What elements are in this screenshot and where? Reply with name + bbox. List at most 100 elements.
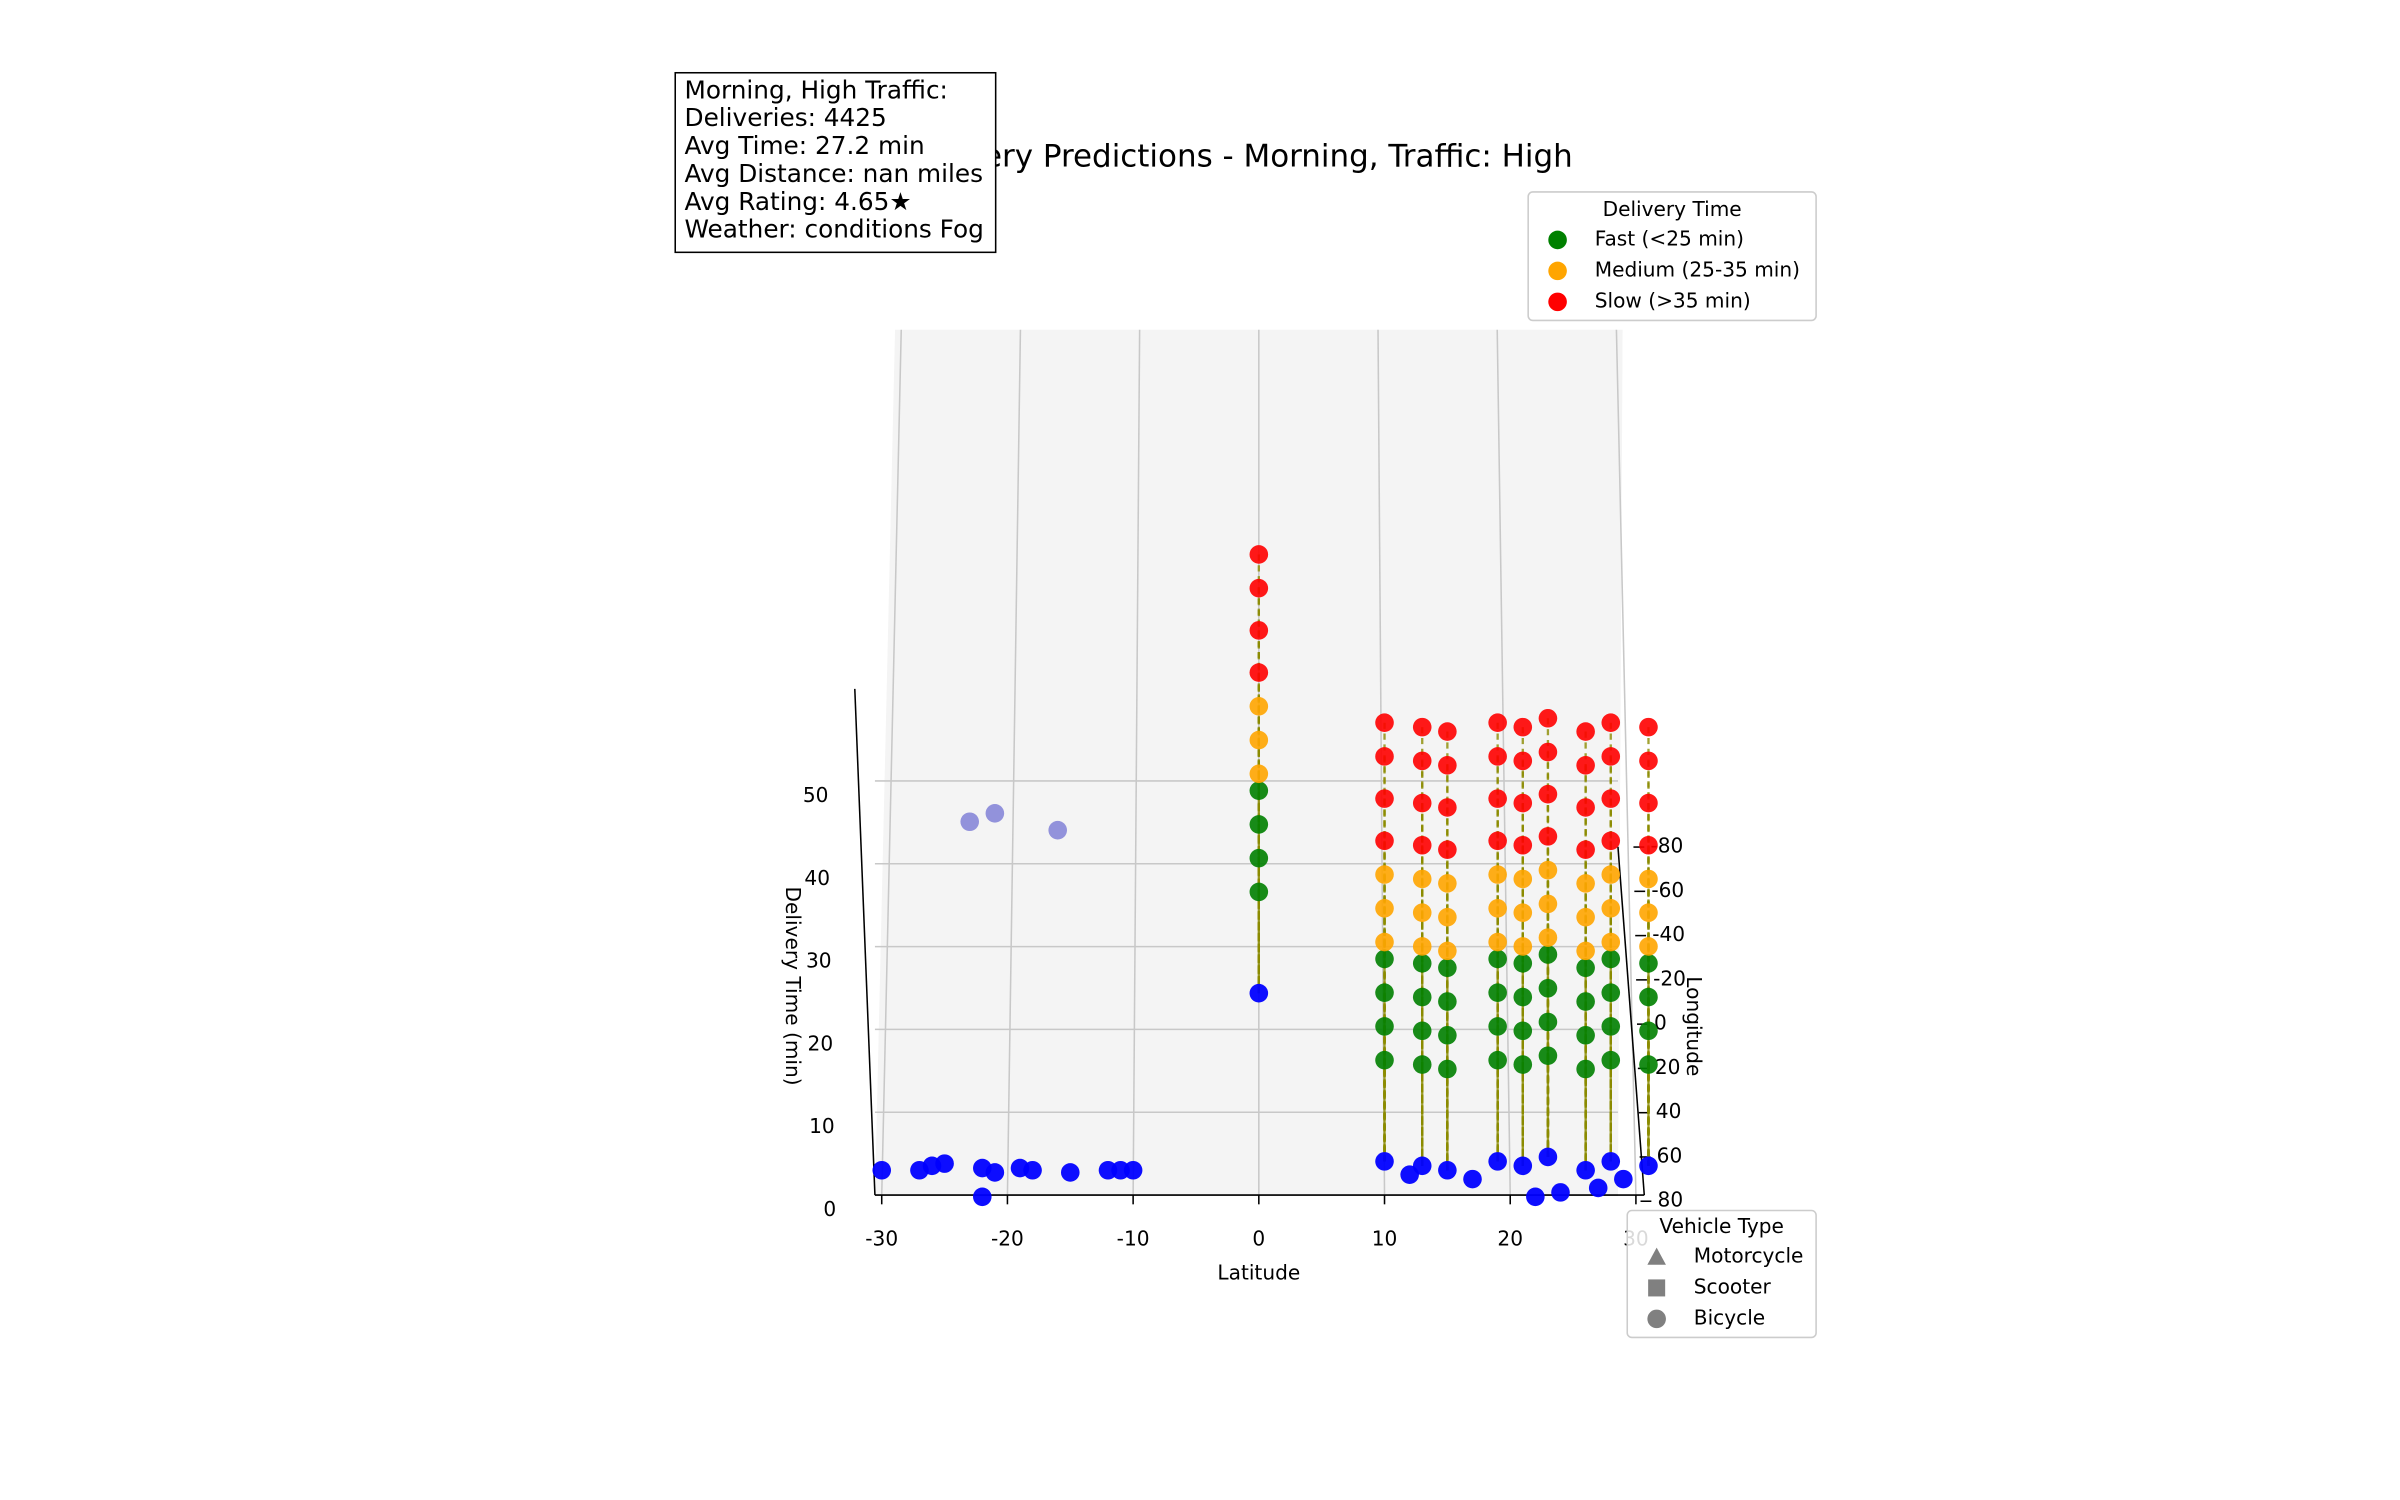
data-point bbox=[1488, 1017, 1507, 1036]
y-tick-label: 20 bbox=[1655, 1055, 1681, 1079]
z-tick-label: 10 bbox=[809, 1114, 835, 1138]
data-point bbox=[1576, 907, 1595, 927]
data-point bbox=[973, 1187, 992, 1207]
data-point bbox=[1412, 793, 1432, 813]
data-point bbox=[1438, 756, 1457, 775]
data-point bbox=[1488, 865, 1507, 884]
data-point bbox=[1538, 742, 1558, 762]
info-line: Weather: conditions Fog bbox=[685, 215, 984, 244]
data-point bbox=[1412, 954, 1432, 973]
z-tick-label: 20 bbox=[808, 1031, 834, 1055]
z-axis-line bbox=[854, 688, 876, 1196]
data-point bbox=[1488, 932, 1507, 952]
data-point bbox=[1601, 865, 1621, 884]
data-point bbox=[1639, 751, 1658, 771]
data-point bbox=[1538, 945, 1558, 964]
data-point bbox=[1412, 751, 1432, 771]
data-point bbox=[1538, 894, 1558, 914]
y-tick-label: 80 bbox=[1658, 1188, 1684, 1212]
data-point bbox=[1513, 717, 1533, 737]
data-point bbox=[1412, 987, 1432, 1007]
data-point bbox=[1400, 1165, 1419, 1184]
data-point bbox=[1614, 1169, 1633, 1189]
data-point bbox=[1513, 937, 1533, 956]
x-tick-label: 0 bbox=[1252, 1226, 1265, 1250]
data-point bbox=[1538, 827, 1558, 846]
grid-line bbox=[1132, 329, 1141, 1196]
data-point bbox=[1375, 899, 1394, 918]
data-point bbox=[1576, 1160, 1595, 1180]
data-point bbox=[1412, 1055, 1432, 1074]
data-point bbox=[1601, 747, 1621, 766]
legend-marker bbox=[1648, 1279, 1666, 1297]
data-point bbox=[1513, 835, 1533, 855]
data-point bbox=[1538, 928, 1558, 947]
data-point bbox=[1463, 1169, 1482, 1189]
data-point bbox=[1538, 1012, 1558, 1032]
y-tick-label: 60 bbox=[1657, 1143, 1683, 1167]
data-point bbox=[1513, 1055, 1533, 1074]
legend-label: Bicycle bbox=[1694, 1305, 1765, 1329]
y-tick-label: -40 bbox=[1652, 922, 1685, 946]
info-line: Morning, High Traffic: bbox=[685, 75, 948, 104]
x-tick-label: 10 bbox=[1372, 1226, 1398, 1250]
z-tick-label: 30 bbox=[806, 949, 832, 973]
legend-title: Delivery Time bbox=[1603, 197, 1742, 221]
data-point bbox=[1412, 903, 1432, 923]
legend-box bbox=[1527, 191, 1817, 322]
x-tick-label: -10 bbox=[1117, 1226, 1150, 1250]
data-point bbox=[1023, 1160, 1042, 1180]
data-point bbox=[1513, 1021, 1533, 1041]
data-point bbox=[985, 804, 1005, 823]
legend-label: Scooter bbox=[1694, 1274, 1772, 1298]
legend-marker bbox=[1647, 1309, 1666, 1329]
data-point bbox=[1375, 747, 1394, 766]
data-point bbox=[1438, 840, 1457, 859]
data-point bbox=[1249, 983, 1269, 1003]
info-line: Deliveries: 4425 bbox=[685, 103, 887, 132]
data-point bbox=[1412, 717, 1432, 737]
data-point bbox=[1375, 1152, 1394, 1171]
data-point bbox=[1639, 903, 1658, 923]
vehicle-legend-title: Vehicle Type bbox=[1659, 1214, 1784, 1238]
data-point bbox=[1551, 1183, 1570, 1202]
data-point bbox=[1601, 831, 1621, 851]
y-tick-label: -20 bbox=[1653, 966, 1686, 990]
data-point bbox=[1601, 899, 1621, 918]
data-point bbox=[1488, 831, 1507, 851]
data-point bbox=[1639, 1021, 1658, 1041]
data-point bbox=[1639, 937, 1658, 956]
data-point bbox=[1375, 932, 1394, 952]
data-point bbox=[1249, 663, 1269, 682]
data-point bbox=[1601, 789, 1621, 808]
data-point bbox=[1375, 1050, 1394, 1070]
data-point bbox=[985, 1163, 1005, 1182]
data-point bbox=[1249, 764, 1269, 784]
y-axis-label: Longitude bbox=[1682, 976, 1706, 1076]
data-point bbox=[1513, 954, 1533, 973]
data-point bbox=[1538, 784, 1558, 804]
info-line: Avg Distance: nan miles bbox=[685, 159, 984, 188]
data-point bbox=[1438, 941, 1457, 961]
axes-pane bbox=[874, 329, 1623, 1196]
data-point bbox=[1488, 747, 1507, 766]
data-point bbox=[1538, 1147, 1558, 1167]
data-point bbox=[1438, 722, 1457, 741]
z-tick-label: 50 bbox=[803, 783, 829, 807]
data-point bbox=[1438, 1160, 1457, 1180]
x-axis-label: Latitude bbox=[1217, 1260, 1300, 1284]
data-point bbox=[1576, 840, 1595, 859]
data-point bbox=[960, 812, 980, 832]
legend-label: Motorcycle bbox=[1694, 1243, 1804, 1267]
data-point bbox=[1601, 1017, 1621, 1036]
data-point bbox=[1576, 874, 1595, 893]
data-point bbox=[1639, 1156, 1658, 1176]
y-tick-label: 40 bbox=[1656, 1099, 1682, 1123]
data-point bbox=[1375, 713, 1394, 732]
data-point bbox=[1438, 798, 1457, 817]
data-point bbox=[1375, 949, 1394, 969]
grid-line bbox=[880, 329, 903, 1196]
data-point bbox=[1513, 869, 1533, 889]
legend-marker bbox=[1647, 1247, 1666, 1265]
